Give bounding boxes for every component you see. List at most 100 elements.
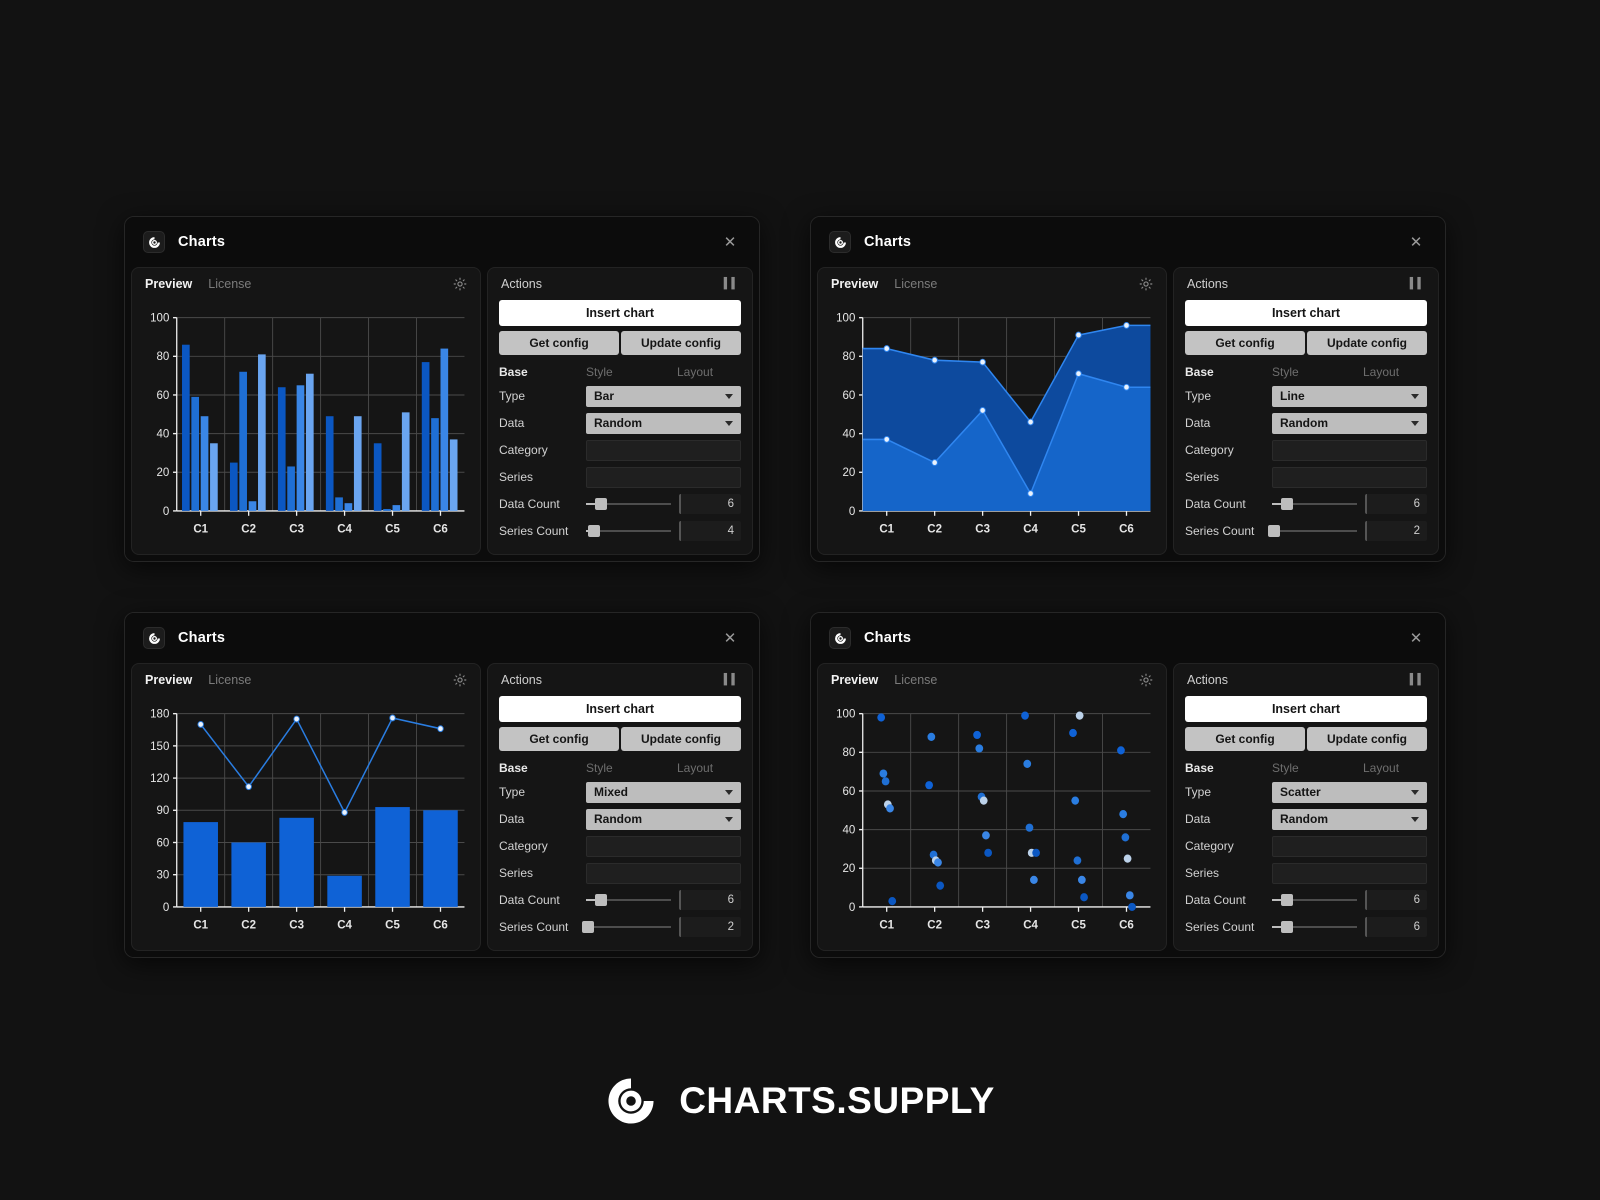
data-count-value[interactable]: 6 [679, 890, 741, 910]
get-config-button[interactable]: Get config [1185, 727, 1305, 751]
data-select[interactable]: Random [1272, 808, 1427, 830]
series-count-value[interactable]: 2 [679, 917, 741, 937]
subtab-layout[interactable]: Layout [677, 761, 714, 775]
subtab-base[interactable]: Base [499, 365, 528, 379]
update-config-button[interactable]: Update config [621, 727, 741, 751]
category-input[interactable] [586, 835, 741, 857]
field-data: Data Random [1185, 808, 1427, 830]
close-icon[interactable]: ✕ [723, 629, 737, 647]
series-count-slider[interactable] [586, 523, 671, 539]
field-data: Data Random [499, 412, 741, 434]
subtab-base[interactable]: Base [1185, 365, 1214, 379]
subtab-style[interactable]: Style [1272, 365, 1299, 379]
subtab-base[interactable]: Base [499, 761, 528, 775]
subtab-layout[interactable]: Layout [677, 365, 714, 379]
window-bar: Charts ✕ Preview License 0 20 40 60 80 100 C1 C… [124, 216, 760, 562]
data-count-value[interactable]: 6 [1365, 890, 1427, 910]
pause-icon[interactable]: ▌▌ [1409, 674, 1425, 686]
data-count-slider[interactable] [586, 892, 671, 908]
subtab-layout[interactable]: Layout [1363, 365, 1400, 379]
insert-chart-button[interactable]: Insert chart [499, 696, 741, 722]
subtab-style[interactable]: Style [586, 365, 613, 379]
data-count-slider[interactable] [1272, 892, 1357, 908]
type-select[interactable]: Line [1272, 385, 1427, 407]
charts-logo-icon [143, 231, 165, 253]
field-label-category: Category [499, 443, 548, 457]
insert-chart-button[interactable]: Insert chart [1185, 696, 1427, 722]
tab-license[interactable]: License [894, 277, 938, 291]
get-config-button[interactable]: Get config [1185, 331, 1305, 355]
tab-license[interactable]: License [894, 673, 938, 687]
series-input[interactable] [1272, 862, 1427, 884]
subtab-style[interactable]: Style [1272, 761, 1299, 775]
category-input[interactable] [586, 439, 741, 461]
category-input[interactable] [1272, 835, 1427, 857]
tab-license[interactable]: License [208, 277, 252, 291]
tab-license[interactable]: License [208, 673, 252, 687]
subtab-layout[interactable]: Layout [1363, 761, 1400, 775]
close-icon[interactable]: ✕ [723, 233, 737, 251]
tab-preview[interactable]: Preview [145, 673, 193, 687]
pause-icon[interactable]: ▌▌ [723, 674, 739, 686]
svg-text:20: 20 [843, 465, 856, 479]
data-count-slider[interactable] [586, 496, 671, 512]
svg-text:80: 80 [843, 745, 856, 759]
update-config-button[interactable]: Update config [621, 331, 741, 355]
series-input[interactable] [586, 466, 741, 488]
sun-icon[interactable] [453, 277, 467, 291]
series-input[interactable] [1272, 466, 1427, 488]
field-label-data: Data [1185, 416, 1211, 430]
chevron-down-icon [1411, 393, 1419, 399]
get-config-button[interactable]: Get config [499, 331, 619, 355]
sun-icon[interactable] [453, 673, 467, 687]
insert-chart-button[interactable]: Insert chart [499, 300, 741, 326]
svg-text:40: 40 [157, 426, 170, 440]
series-input[interactable] [586, 862, 741, 884]
field-label-series: Series [1185, 866, 1220, 880]
series-count-value[interactable]: 4 [679, 521, 741, 541]
config-button-row: Get config Update config [1185, 331, 1427, 355]
type-select[interactable]: Bar [586, 385, 741, 407]
sun-icon[interactable] [1139, 673, 1153, 687]
svg-text:C4: C4 [337, 917, 352, 931]
type-select[interactable]: Scatter [1272, 781, 1427, 803]
svg-text:C4: C4 [337, 521, 352, 535]
series-count-slider[interactable] [1267, 523, 1357, 539]
close-icon[interactable]: ✕ [1409, 629, 1423, 647]
series-count-slider[interactable] [581, 919, 671, 935]
pause-icon[interactable]: ▌▌ [723, 278, 739, 290]
data-count-value[interactable]: 6 [679, 494, 741, 514]
data-count-value[interactable]: 6 [1365, 494, 1427, 514]
subtab-base[interactable]: Base [1185, 761, 1214, 775]
data-select[interactable]: Random [586, 412, 741, 434]
data-select-value: Random [1280, 416, 1328, 430]
subtab-style[interactable]: Style [586, 761, 613, 775]
window-title: Charts [178, 630, 226, 646]
insert-chart-button[interactable]: Insert chart [1185, 300, 1427, 326]
type-select[interactable]: Mixed [586, 781, 741, 803]
preview-panel-header: Preview License [818, 268, 1166, 300]
data-count-slider[interactable] [1272, 496, 1357, 512]
series-count-slider[interactable] [1272, 919, 1357, 935]
data-select[interactable]: Random [586, 808, 741, 830]
pause-icon[interactable]: ▌▌ [1409, 278, 1425, 290]
charts-logo-icon [143, 627, 165, 649]
update-config-button[interactable]: Update config [1307, 331, 1427, 355]
tab-preview[interactable]: Preview [831, 277, 879, 291]
category-input[interactable] [1272, 439, 1427, 461]
series-count-value[interactable]: 6 [1365, 917, 1427, 937]
close-icon[interactable]: ✕ [1409, 233, 1423, 251]
svg-text:C1: C1 [193, 521, 208, 535]
sun-icon[interactable] [1139, 277, 1153, 291]
update-config-button[interactable]: Update config [1307, 727, 1427, 751]
svg-text:C1: C1 [879, 521, 894, 535]
svg-text:C6: C6 [433, 917, 448, 931]
get-config-button[interactable]: Get config [499, 727, 619, 751]
svg-text:0: 0 [849, 504, 856, 518]
series-count-value[interactable]: 2 [1365, 521, 1427, 541]
svg-text:C5: C5 [1071, 917, 1086, 931]
svg-text:60: 60 [157, 835, 170, 849]
tab-preview[interactable]: Preview [831, 673, 879, 687]
data-select[interactable]: Random [1272, 412, 1427, 434]
tab-preview[interactable]: Preview [145, 277, 193, 291]
